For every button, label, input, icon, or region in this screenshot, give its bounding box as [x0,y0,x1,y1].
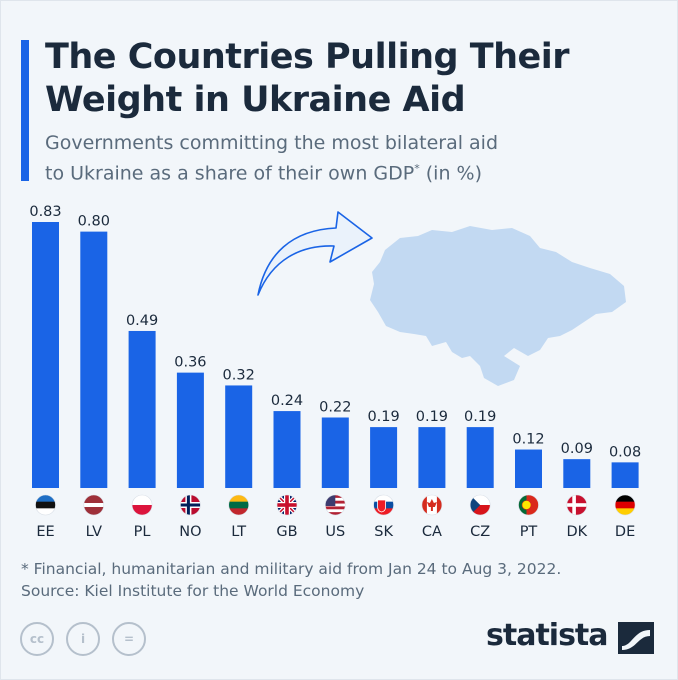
category-label-SK: SK [374,524,393,540]
chart-title: The Countries Pulling Their Weight in Uk… [45,36,645,122]
bar-NO [176,372,204,488]
no-derivatives-icon[interactable]: = [112,622,146,656]
value-label-US: 0.22 [319,399,351,415]
value-label-LT: 0.32 [223,367,255,383]
bar-PT [515,449,542,488]
canada-flag-icon [421,494,443,516]
attribution-icon[interactable]: i [66,622,100,656]
estonia-flag-icon [35,494,56,516]
subtitle-footnote-mark: * [414,162,420,175]
arrow-shape [257,211,373,296]
category-label-NO: NO [179,524,201,540]
value-label-DE: 0.08 [609,444,641,460]
bar-SK [370,427,398,488]
category-label-PT: PT [520,524,538,540]
subtitle-unit: (in %) [419,162,483,185]
value-label-PT: 0.12 [512,432,544,448]
poland-flag-icon [131,494,153,516]
title-line-1: The Countries Pulling Their [45,37,570,77]
category-label-LT: LT [231,524,246,540]
category-label-PL: PL [134,524,151,540]
value-label-NO: 0.36 [174,355,206,371]
bar-PL [128,330,156,488]
bar-LV [80,231,108,489]
czechia-flag-icon [469,494,491,516]
ukraine-map-icon [370,226,626,386]
footnote-text: * Financial, humanitarian and military a… [21,560,562,578]
bar-LT [225,385,253,488]
value-label-PL: 0.49 [126,313,158,329]
category-label-LV: LV [86,524,102,540]
value-label-CA: 0.19 [416,409,448,425]
category-label-DE: DE [615,524,635,540]
portugal-flag-icon [518,494,539,516]
category-label-EE: EE [36,524,54,540]
lithuania-flag-icon [228,494,249,516]
category-label-DK: DK [566,524,587,540]
slovakia-flag-icon [373,494,394,516]
bar-CA [418,427,446,488]
category-label-US: US [325,524,345,540]
bar-US [321,417,349,488]
value-label-DK: 0.09 [561,441,593,457]
subtitle-line-1: Governments committing the most bilatera… [45,132,499,154]
germany-flag-icon [614,494,636,516]
value-label-LV: 0.80 [78,214,110,230]
ukraine-map-shape [370,226,626,386]
value-label-CZ: 0.19 [464,409,496,425]
bars-group: 0.83 EE 0.80 LV 0.49 PL 0.36 NO 0.32 LT 0.24 GB 0.22… [29,204,641,540]
denmark-flag-icon [566,494,588,516]
bar-DE [611,462,639,488]
bar-DK [563,459,591,488]
latvia-flag-icon [83,494,105,516]
footnote-block: * Financial, humanitarian and military a… [21,558,561,602]
source-text: Source: Kiel Institute for the World Eco… [21,582,365,600]
title-line-2: Weight in Ukraine Aid [45,80,466,120]
subtitle-line-2: to Ukraine as a share of their own GDP* … [45,156,665,186]
chart-subtitle: Governments committing the most bilatera… [45,131,665,186]
category-label-CZ: CZ [470,524,490,540]
bar-chart: 0.83 EE 0.80 LV 0.49 PL 0.36 NO 0.32 LT 0.24 GB 0.22… [29,204,641,540]
value-label-GB: 0.24 [271,393,303,409]
usa-flag-icon [324,494,346,516]
statista-logo-text[interactable]: statista [486,618,609,653]
value-label-EE: 0.83 [29,204,61,220]
cc-icon[interactable]: cc [20,622,54,656]
uk-flag-icon [276,494,298,516]
bar-GB [273,411,301,488]
statista-logo-icon [618,622,654,654]
title-accent-bar [21,40,29,181]
category-label-CA: CA [422,524,442,540]
subtitle-line-2-text: to Ukraine as a share of their own GDP [45,162,415,185]
value-label-SK: 0.19 [367,409,399,425]
arrow-icon [257,211,373,296]
category-label-GB: GB [276,524,297,540]
bar-EE [32,222,59,488]
bar-CZ [466,427,494,488]
norway-flag-icon [180,494,201,516]
